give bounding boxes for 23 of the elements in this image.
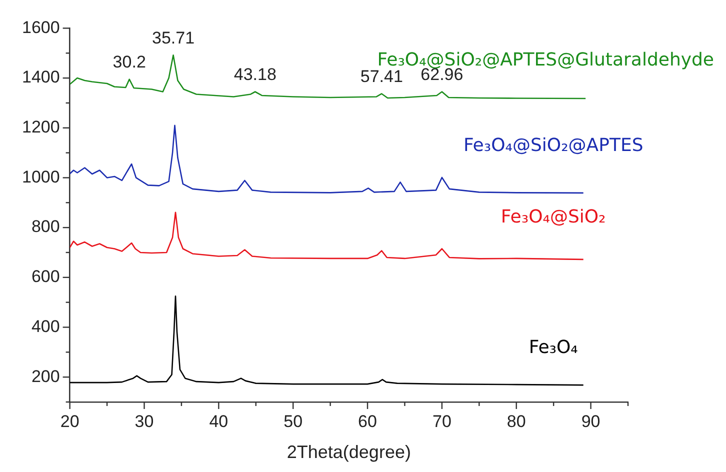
x-tick-label: 50 [284,412,303,431]
y-tick-label: 600 [31,267,60,286]
series-label: Fe₃O₄ [528,337,578,358]
y-tick-label: 800 [31,217,60,236]
series-label: Fe₃O₄@SiO₂@APTES [463,135,644,156]
x-tick-label: 80 [506,412,526,431]
x-tick-label: 70 [432,412,452,431]
y-tick-label: 1400 [22,68,60,87]
x-tick-label: 90 [581,412,600,431]
x-tick-label: 40 [209,412,228,431]
series-label: Fe₃O₄@SiO₂ [500,206,606,228]
y-tick-label: 400 [31,316,60,336]
y-tick-label: 1000 [22,167,60,186]
x-tick-label: 30 [134,412,154,431]
y-tick-label: 200 [31,366,60,386]
x-tick-label: 60 [358,412,377,431]
x-axis-title: 2Theta(degree) [286,442,411,462]
y-tick-label: 1600 [22,18,60,37]
annotation: 35.71 [152,28,195,48]
annotation: 30.2 [112,52,146,72]
annotation: 43.18 [234,64,276,84]
y-tick-label: 1200 [22,118,60,137]
x-tick-label: 20 [60,412,80,431]
